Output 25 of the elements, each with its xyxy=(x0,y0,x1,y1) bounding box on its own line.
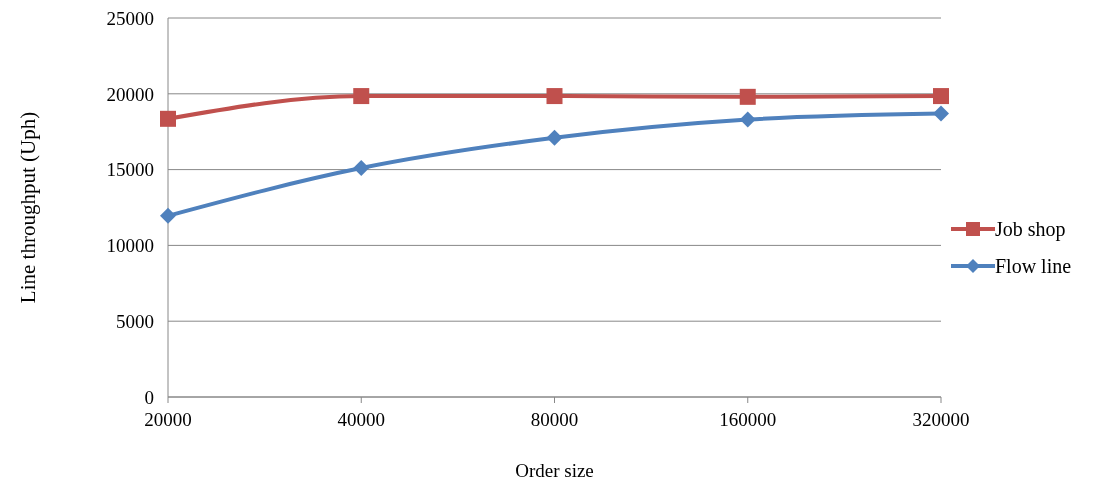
point xyxy=(353,160,370,177)
point xyxy=(933,105,949,122)
x-tick-label: 80000 xyxy=(530,409,579,431)
point xyxy=(933,88,949,105)
x-tick-label: 20000 xyxy=(144,409,192,431)
legend-label: Job shop xyxy=(995,217,1066,241)
y-axis-title: Line throughput (Uph) xyxy=(16,111,41,304)
point xyxy=(353,88,370,105)
point xyxy=(546,88,563,105)
y-tick-label: 25000 xyxy=(106,7,154,29)
x-tick-label: 320000 xyxy=(912,409,970,431)
legend-label: Flow line xyxy=(995,254,1072,278)
point xyxy=(160,207,176,224)
x-axis-title: Order size xyxy=(515,460,594,481)
point xyxy=(739,88,756,105)
y-tick-label: 20000 xyxy=(106,83,154,105)
y-tick-label: 15000 xyxy=(106,159,154,181)
point xyxy=(160,110,176,127)
y-tick-label: 5000 xyxy=(116,310,154,332)
x-tick-label: 160000 xyxy=(719,409,777,431)
point xyxy=(739,111,756,128)
y-tick-label: 0 xyxy=(144,386,154,408)
x-tick-label: 40000 xyxy=(337,409,385,431)
y-tick-label: 10000 xyxy=(106,235,154,257)
point xyxy=(546,129,563,146)
